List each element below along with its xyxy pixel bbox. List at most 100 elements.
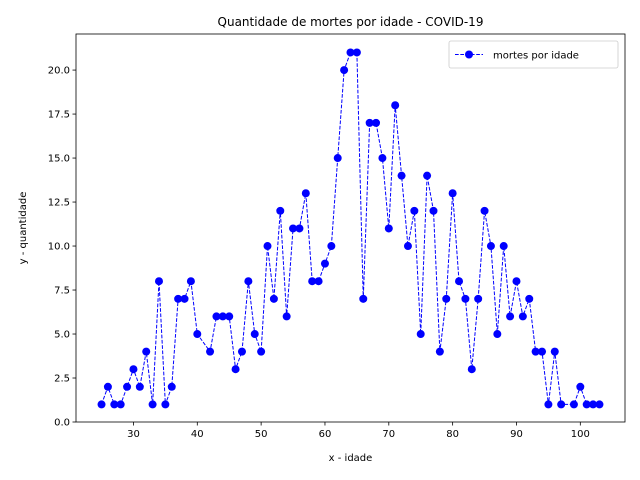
- data-point: [295, 224, 304, 233]
- data-point: [372, 118, 381, 127]
- data-point: [467, 365, 476, 374]
- data-point: [461, 294, 470, 303]
- data-point: [269, 294, 278, 303]
- data-point: [493, 330, 502, 339]
- data-point: [384, 224, 393, 233]
- data-point: [423, 171, 432, 180]
- data-point: [435, 347, 444, 356]
- x-tick-label: 60: [319, 429, 332, 440]
- data-point: [455, 277, 464, 286]
- data-point: [142, 347, 151, 356]
- data-point: [595, 400, 604, 409]
- data-point: [538, 347, 547, 356]
- data-point: [161, 400, 170, 409]
- data-point: [276, 206, 285, 215]
- data-point: [129, 365, 138, 374]
- data-point: [103, 382, 112, 391]
- data-point: [506, 312, 515, 321]
- data-point: [391, 101, 400, 110]
- data-point: [448, 189, 457, 198]
- y-tick-label: 10.0: [48, 242, 70, 253]
- axes-frame: [75, 33, 626, 423]
- data-point: [333, 154, 342, 163]
- data-point: [244, 277, 253, 286]
- data-point: [359, 294, 368, 303]
- y-axis-label: y - quantidade: [18, 192, 29, 265]
- data-point: [480, 206, 489, 215]
- data-point: [474, 294, 483, 303]
- data-point: [416, 330, 425, 339]
- legend-box: [448, 40, 619, 69]
- data-point: [250, 330, 259, 339]
- legend-marker-sample: [465, 50, 473, 59]
- data-point: [135, 382, 144, 391]
- x-tick-label: 80: [446, 429, 459, 440]
- data-point: [569, 400, 578, 409]
- data-point: [237, 347, 246, 356]
- x-axis-ticks: 30 40 50 60 70 80 90 100: [127, 422, 590, 440]
- y-tick-label: 20.0: [48, 66, 70, 77]
- data-point: [340, 66, 349, 75]
- data-point: [186, 277, 195, 286]
- data-point: [582, 400, 591, 409]
- data-point: [518, 312, 527, 321]
- y-axis-ticks: 0.0 2.5 5.0 7.5 10.0 12.5 15.0 17.5 20.0: [48, 66, 76, 429]
- data-point: [289, 224, 298, 233]
- x-tick-label: 100: [571, 429, 590, 440]
- plot-area: [97, 48, 604, 409]
- y-tick-label: 17.5: [48, 110, 70, 121]
- data-point: [206, 347, 215, 356]
- x-tick-label: 30: [127, 429, 140, 440]
- data-point: [218, 312, 227, 321]
- y-tick-label: 5.0: [54, 330, 70, 341]
- data-point: [499, 242, 508, 251]
- data-point: [180, 294, 189, 303]
- data-point: [301, 189, 310, 198]
- data-point: [397, 171, 406, 180]
- data-point: [110, 400, 119, 409]
- x-tick-label: 50: [255, 429, 268, 440]
- data-point: [378, 154, 387, 163]
- data-point: [257, 347, 266, 356]
- data-point: [544, 400, 553, 409]
- y-tick-label: 15.0: [48, 154, 70, 165]
- data-point: [512, 277, 521, 286]
- data-point: [116, 400, 125, 409]
- y-tick-label: 12.5: [48, 198, 70, 209]
- data-point: [97, 400, 106, 409]
- data-point: [531, 347, 540, 356]
- y-tick-label: 2.5: [54, 374, 70, 385]
- data-point: [327, 242, 336, 251]
- data-point: [231, 365, 240, 374]
- x-tick-label: 40: [191, 429, 204, 440]
- data-point: [589, 400, 598, 409]
- data-point: [557, 400, 566, 409]
- data-point: [525, 294, 534, 303]
- data-point: [442, 294, 451, 303]
- data-point: [154, 277, 163, 286]
- data-point: [576, 382, 585, 391]
- data-point: [550, 347, 559, 356]
- data-point: [174, 294, 183, 303]
- data-point: [346, 48, 355, 57]
- y-tick-label: 0.0: [54, 418, 70, 429]
- data-point: [167, 382, 176, 391]
- data-point: [410, 206, 419, 215]
- data-point: [365, 118, 374, 127]
- data-point: [403, 242, 412, 251]
- x-tick-label: 70: [382, 429, 395, 440]
- data-point: [282, 312, 291, 321]
- chart-title: Quantidade de mortes por idade - COVID-1…: [218, 15, 484, 29]
- data-point: [352, 48, 361, 57]
- data-point: [123, 382, 132, 391]
- data-point: [148, 400, 157, 409]
- legend: mortes por idade: [448, 40, 619, 69]
- data-point: [308, 277, 317, 286]
- x-tick-label: 90: [510, 429, 523, 440]
- legend-label: mortes por idade: [493, 51, 579, 62]
- data-point: [314, 277, 323, 286]
- y-tick-label: 7.5: [54, 286, 70, 297]
